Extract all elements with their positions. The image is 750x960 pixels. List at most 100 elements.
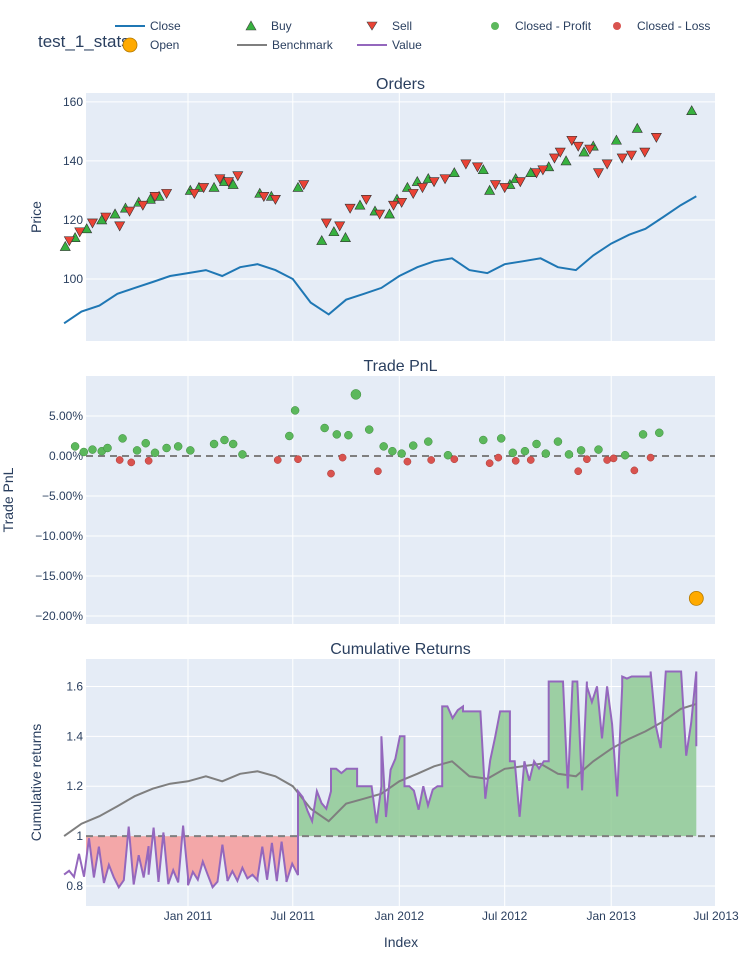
sell-marker (471, 162, 483, 173)
sell-marker (396, 197, 408, 208)
profit-point (479, 435, 488, 445)
profit-point (379, 442, 388, 451)
legend-item-open: Open (122, 37, 179, 53)
profit-point (70, 442, 80, 451)
profit-point (290, 406, 300, 415)
x-tick-label: Jan 2012 (375, 909, 425, 923)
buy-marker (610, 134, 622, 145)
sell-marker (554, 147, 566, 158)
sell-marker (489, 180, 501, 191)
panel-title: Trade PnL (363, 358, 437, 375)
value-line (63, 670, 698, 890)
loss-point (574, 467, 583, 476)
sell-marker (460, 159, 472, 170)
legend-item-benchmark: Benchmark (237, 38, 334, 52)
sell-marker (407, 189, 419, 199)
profit-point (132, 446, 142, 455)
legend-swatch (491, 22, 499, 30)
loss-point (485, 459, 494, 468)
sell-marker (149, 192, 161, 202)
legend-item-closed-profit: Closed - Profit (491, 19, 592, 33)
profit-point (228, 439, 238, 449)
loss-point (450, 455, 459, 464)
profit-point (408, 441, 418, 450)
plot-area (86, 376, 715, 624)
sell-marker (161, 189, 173, 199)
profit-point (655, 428, 664, 438)
y-tick-label: 1 (76, 829, 83, 843)
buy-marker (560, 155, 572, 166)
legend-swatch (613, 22, 621, 30)
sell-marker (416, 183, 428, 194)
profit-point (162, 443, 171, 453)
sell-marker (100, 212, 112, 223)
y-tick-label: 5.00% (49, 409, 83, 423)
profit-point (350, 389, 362, 400)
sell-marker (86, 218, 98, 229)
profit-point (564, 450, 574, 459)
sell-marker (548, 153, 560, 164)
close-line (63, 195, 697, 325)
loss-point (494, 453, 503, 462)
sell-marker (639, 147, 651, 158)
buy-marker (59, 240, 71, 251)
loss-point (603, 456, 612, 464)
profit-point (553, 437, 563, 446)
legend-label: Value (392, 38, 422, 52)
profit-point (388, 446, 397, 456)
sell-marker (584, 144, 596, 155)
profit-point (150, 448, 160, 458)
profit-point (238, 450, 247, 459)
loss-area (86, 836, 298, 888)
sell-marker (334, 221, 346, 232)
loss-point (630, 466, 639, 475)
loss-point (127, 458, 136, 467)
legend-label: Closed - Loss (637, 19, 710, 33)
y-tick-label: 120 (63, 213, 83, 227)
y-tick-label: −10.00% (35, 529, 83, 543)
figure-title: test_1_stats (38, 32, 130, 51)
legend-item-sell: Sell (366, 19, 412, 33)
legend-label: Buy (271, 19, 292, 33)
sell-marker (188, 189, 200, 199)
sell-marker (223, 177, 235, 188)
buy-marker (484, 184, 496, 195)
y-tick-label: 100 (63, 272, 83, 286)
profit-point (79, 447, 89, 457)
profit-point (332, 430, 342, 439)
buy-marker (316, 235, 328, 245)
sell-marker (320, 218, 332, 229)
sell-marker (428, 177, 440, 188)
legend-item-closed-loss: Closed - Loss (613, 19, 710, 33)
loss-point (427, 456, 436, 464)
legend-label: Close (150, 19, 181, 33)
profit-point (594, 445, 603, 454)
loss-point (374, 467, 382, 476)
x-tick-label: Jan 2011 (164, 909, 213, 923)
loss-point (327, 469, 335, 478)
sell-marker (298, 180, 310, 191)
panel-title: Cumulative Returns (330, 641, 471, 658)
loss-point (273, 456, 282, 464)
loss-point (646, 453, 655, 462)
profit-point (320, 423, 329, 433)
profit-point (443, 450, 453, 460)
sell-marker (269, 194, 281, 205)
sell-marker (592, 168, 604, 179)
profit-point (397, 449, 406, 458)
legend-item-close: Close (115, 19, 181, 33)
loss-point (583, 455, 591, 464)
loss-point (403, 457, 412, 466)
profit-point (344, 430, 353, 440)
legend-label: Closed - Profit (515, 19, 592, 33)
sell-marker (124, 206, 136, 217)
profit-point (541, 449, 551, 458)
panel-title: Orders (376, 76, 425, 93)
x-tick-label: Jan 2013 (587, 909, 637, 923)
buy-marker (328, 226, 340, 237)
profit-point (638, 430, 648, 439)
y-tick-label: 1.2 (66, 779, 83, 793)
buy-marker (227, 178, 239, 189)
loss-point (115, 456, 124, 464)
buy-marker (686, 105, 698, 116)
